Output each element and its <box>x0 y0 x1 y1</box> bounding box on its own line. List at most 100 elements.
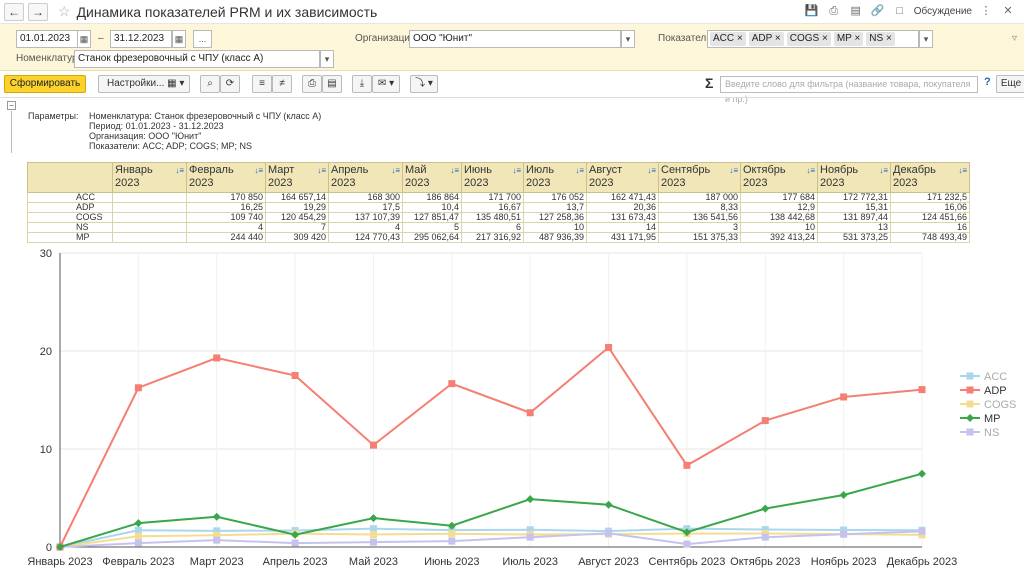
month-year: 2023 <box>189 177 214 189</box>
data-point <box>369 441 377 449</box>
filter-icon[interactable]: ▿ <box>1012 33 1018 44</box>
back-arrow-icon[interactable]: ← <box>4 2 24 21</box>
data-point <box>761 504 770 513</box>
document-icon[interactable]: ▤ <box>850 5 861 17</box>
chevron-down-icon[interactable]: ▾ <box>320 50 334 68</box>
month-column-header[interactable]: Декабрь 2023 ↓≡ <box>890 162 970 193</box>
sort-icon[interactable]: ↓≡ <box>450 166 459 175</box>
sort-icon[interactable]: ↓≡ <box>317 166 326 175</box>
save-icon[interactable]: 💾 <box>804 5 819 17</box>
month-name: Январь <box>115 164 153 176</box>
favorite-star-icon[interactable]: ☆ <box>58 3 71 19</box>
indicator-tag[interactable]: ADP × <box>748 32 784 46</box>
table-row: ADP 16,25 19,29 17,5 10,4 16,67 13,7 20,36 8,33 1… <box>27 202 970 213</box>
collapse-toggle[interactable]: − <box>7 101 16 110</box>
table-cell: 309 420 <box>265 232 329 243</box>
help-button[interactable]: ? <box>984 76 991 88</box>
sort-icon[interactable]: ↓≡ <box>254 166 263 175</box>
chevron-down-icon[interactable]: ▾ <box>919 30 933 48</box>
search-icon[interactable]: ⌕ <box>200 75 220 93</box>
x-tick-label: Март 2023 <box>190 556 244 568</box>
month-column-header[interactable]: Август 2023 ↓≡ <box>586 162 659 193</box>
nomen-field[interactable]: Станок фрезеровочный с ЧПУ (класс А) <box>74 50 320 68</box>
search-replace-icon[interactable]: ⟳ <box>220 75 240 93</box>
sort-icon[interactable]: ↓≡ <box>958 166 967 175</box>
report-area: − Параметры: Номенклатура: Станок фрезер… <box>0 97 1024 588</box>
sort-icon[interactable]: ↓≡ <box>391 166 400 175</box>
indicator-tag[interactable]: MP × <box>833 32 864 46</box>
month-column-header[interactable]: Июль 2023 ↓≡ <box>523 162 587 193</box>
collapse-list-icon[interactable]: ≠ <box>272 75 292 93</box>
month-column-header[interactable]: Май 2023 ↓≡ <box>402 162 462 193</box>
sort-icon[interactable]: ↓≡ <box>806 166 815 175</box>
sigma-icon[interactable]: Σ <box>705 75 714 91</box>
generate-button[interactable]: Сформировать <box>4 75 86 93</box>
more-button[interactable]: Еще <box>996 75 1024 93</box>
row-label: ACC <box>27 192 113 203</box>
month-column-header[interactable]: Январь 2023 ↓≡ <box>112 162 187 193</box>
month-column-header[interactable]: Февраль 2023 ↓≡ <box>186 162 266 193</box>
table-cell <box>112 192 187 203</box>
table-cell: 12,9 <box>740 202 818 213</box>
month-column-header[interactable]: Апрель 2023 ↓≡ <box>328 162 403 193</box>
settings-button[interactable]: Настройки... ▦ ▾ <box>98 75 190 93</box>
sort-icon[interactable]: ↓≡ <box>575 166 584 175</box>
calendar-icon[interactable]: ▦ <box>172 30 186 48</box>
more-menu-icon[interactable]: ⋮ <box>980 5 992 17</box>
window-actions: 💾 ⎙ ▤ 🔗 □ Обсуждение ⋮ ✕ <box>804 3 1016 19</box>
table-cell: 151 375,33 <box>658 232 741 243</box>
x-tick-label: Ноябрь 2023 <box>811 556 877 568</box>
link-icon[interactable]: 🔗 <box>870 5 885 17</box>
data-point <box>134 519 143 528</box>
search-input[interactable]: Введите слово для фильтра (название това… <box>720 76 978 104</box>
data-point <box>134 384 142 392</box>
org-field[interactable]: ООО "Юнит" <box>409 30 621 48</box>
print-icon[interactable]: ⎙ <box>829 5 839 17</box>
table-cell: 6 <box>461 222 524 233</box>
data-point <box>213 531 221 539</box>
month-column-header[interactable]: Октябрь 2023 ↓≡ <box>740 162 818 193</box>
indicator-tag[interactable]: COGS × <box>786 32 831 46</box>
month-column-header[interactable]: Сентябрь 2023 ↓≡ <box>658 162 741 193</box>
series-line <box>59 527 923 548</box>
download-icon[interactable]: ⤓ <box>352 75 372 93</box>
table-cell: 109 740 <box>186 212 266 223</box>
table-cell: 3 <box>658 222 741 233</box>
indicator-tag[interactable]: NS × <box>866 32 895 46</box>
calendar-icon[interactable]: ▦ <box>77 30 91 48</box>
month-column-header[interactable]: Ноябрь 2023 ↓≡ <box>817 162 891 193</box>
month-name: Июнь <box>464 164 492 176</box>
sort-icon[interactable]: ↓≡ <box>729 166 738 175</box>
indicators-field[interactable]: ACC × ADP × COGS × MP × NS × <box>707 30 919 48</box>
list-icon[interactable]: ≡ <box>252 75 272 93</box>
month-name: Февраль <box>189 164 234 176</box>
table-cell: 186 864 <box>402 192 462 203</box>
month-column-header[interactable]: Март 2023 ↓≡ <box>265 162 329 193</box>
table-body: ACC 170 850 164 657,14 168 300 186 864 171 70… <box>27 192 970 243</box>
forward-arrow-icon[interactable]: → <box>28 2 48 21</box>
indicator-tag[interactable]: ACC × <box>710 32 746 46</box>
sort-icon[interactable]: ↓≡ <box>647 166 656 175</box>
print-preview-icon[interactable]: ▤ <box>322 75 342 93</box>
period-select-button[interactable]: ... <box>193 30 212 48</box>
chevron-down-icon[interactable]: ▾ <box>621 30 635 48</box>
month-name: Июль <box>526 164 555 176</box>
month-column-header[interactable]: Июнь 2023 ↓≡ <box>461 162 524 193</box>
data-point <box>761 533 769 541</box>
discuss-link[interactable]: Обсуждение <box>913 5 972 17</box>
data-point <box>212 512 221 521</box>
sort-icon[interactable]: ↓≡ <box>879 166 888 175</box>
close-icon[interactable]: ✕ <box>1003 5 1013 17</box>
sort-icon[interactable]: ↓≡ <box>175 166 184 175</box>
data-point <box>683 461 691 469</box>
data-point <box>448 530 456 538</box>
print-icon[interactable]: ⎙ <box>302 75 322 93</box>
discuss-icon[interactable]: □ <box>896 5 904 17</box>
share-arrow-icon[interactable]: ⤵ ▾ <box>410 75 438 93</box>
email-icon[interactable]: ✉ ▾ <box>372 75 400 93</box>
sort-icon[interactable]: ↓≡ <box>512 166 521 175</box>
params-values: Номенклатура: Станок фрезеровочный с ЧПУ… <box>89 111 321 151</box>
params-nomen: Номенклатура: Станок фрезеровочный с ЧПУ… <box>89 111 322 121</box>
date-to-field[interactable]: 31.12.2023 <box>110 30 172 48</box>
date-from-field[interactable]: 01.01.2023 <box>16 30 78 48</box>
